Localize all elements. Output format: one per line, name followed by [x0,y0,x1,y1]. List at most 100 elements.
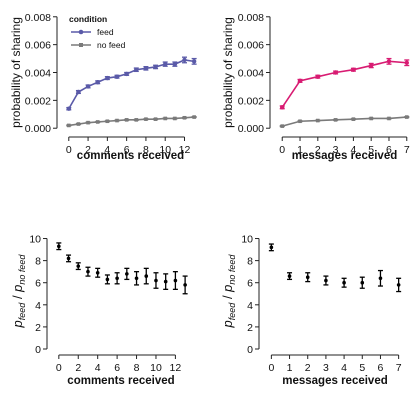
data-point [360,280,365,285]
y-axis-label: pfeed / pno feed [10,254,27,329]
x-tick-label: 7 [396,362,402,374]
x-tick-label: 6 [378,362,384,374]
data-point [105,277,110,282]
legend-entry-label: feed [97,27,114,37]
data-point [269,245,274,250]
legend-title: condition [69,14,107,24]
data-point [182,57,187,63]
series-ratio [268,243,402,293]
x-axis-label: comments received [77,150,184,162]
data-point [105,119,110,124]
data-point [172,61,178,67]
y-tick-label: 2 [35,322,41,334]
legend-swatch-marker [79,43,83,47]
x-tick-label: 5 [368,144,374,156]
axes [266,16,408,141]
x-tick-label: 2 [305,362,311,374]
data-point [153,64,158,70]
data-point [153,117,158,121]
data-point [144,117,148,121]
data-point [404,60,409,65]
data-point [85,84,91,89]
x-tick-label: 3 [323,362,329,374]
y-tick-label: 0.000 [25,123,51,135]
y-label-part: / [10,292,25,303]
x-tick-label: 0 [56,362,62,374]
series-ratio [56,242,188,295]
x-tick-label: 3 [333,144,339,156]
x-tick-label: 4 [341,362,347,374]
data-point [86,269,90,274]
x-tick-label: 6 [386,144,392,156]
y-tick-label: 6 [35,278,41,290]
data-point [305,275,310,279]
data-point [163,279,168,284]
data-point [173,116,177,121]
data-point [351,117,356,121]
series-no-feed [66,115,197,128]
x-tick-label: 8 [134,362,140,374]
y-label-part: feed [17,302,27,321]
y-label-part: p [220,285,235,293]
data-point [369,116,373,121]
data-point [66,123,71,128]
data-point [333,70,338,75]
data-point [154,278,158,283]
y-tick-label: 2 [247,322,253,334]
data-point [163,61,168,67]
x-tick-label: 2 [85,144,91,156]
y-label-part: feed [227,302,237,321]
data-point [183,283,187,287]
y-tick-label: 0.008 [25,12,51,24]
data-point [144,274,149,278]
data-point [333,118,338,122]
data-point [76,89,81,95]
y-label-part: no feed [227,254,237,285]
data-point [404,115,409,119]
legend-entry-label: no feed [97,40,126,50]
axes [255,238,400,359]
data-point [95,270,100,275]
data-point [280,124,285,128]
x-tick-label: 6 [114,362,120,374]
x-tick-label: 12 [170,362,182,374]
data-point [134,67,139,72]
data-point [298,119,302,124]
y-label-part: p [10,320,25,328]
y-axis-label: probability of sharing [9,17,23,128]
y-tick-label: 0.004 [238,68,264,80]
x-tick-label: 4 [350,144,356,156]
data-point [66,106,71,111]
y-label-part: p [220,320,235,328]
x-tick-label: 12 [179,144,191,156]
x-tick-label: 4 [95,362,101,374]
x-tick-label: 0 [66,144,72,156]
x-tick-label: 2 [315,144,321,156]
y-tick-label: 4 [35,300,41,312]
data-point [124,71,129,77]
data-point [324,278,328,283]
y-tick-label: 0.000 [238,123,264,135]
y-tick-label: 0.004 [25,68,51,80]
data-point [386,59,392,64]
legend: condition feed no feed [69,14,126,50]
data-point [114,74,120,79]
data-point [182,115,187,120]
y-label-part: / [220,292,235,303]
y-tick-label: 10 [29,234,41,246]
data-point [115,276,119,281]
data-point [66,256,71,261]
data-point [86,120,90,125]
data-point [342,280,346,285]
x-tick-label: 7 [404,144,410,156]
x-tick-label: 1 [287,362,293,374]
y-tick-label: 0.002 [25,95,51,107]
x-tick-label: 2 [75,362,81,374]
chart-panel-1: 0 2 4 6 8 10 12 0.000 0.002 0.004 0.006 0.008 commen… [9,12,197,162]
data-point [315,74,321,79]
data-point [287,274,292,278]
data-point [351,67,356,72]
y-tick-label: 8 [35,256,41,268]
